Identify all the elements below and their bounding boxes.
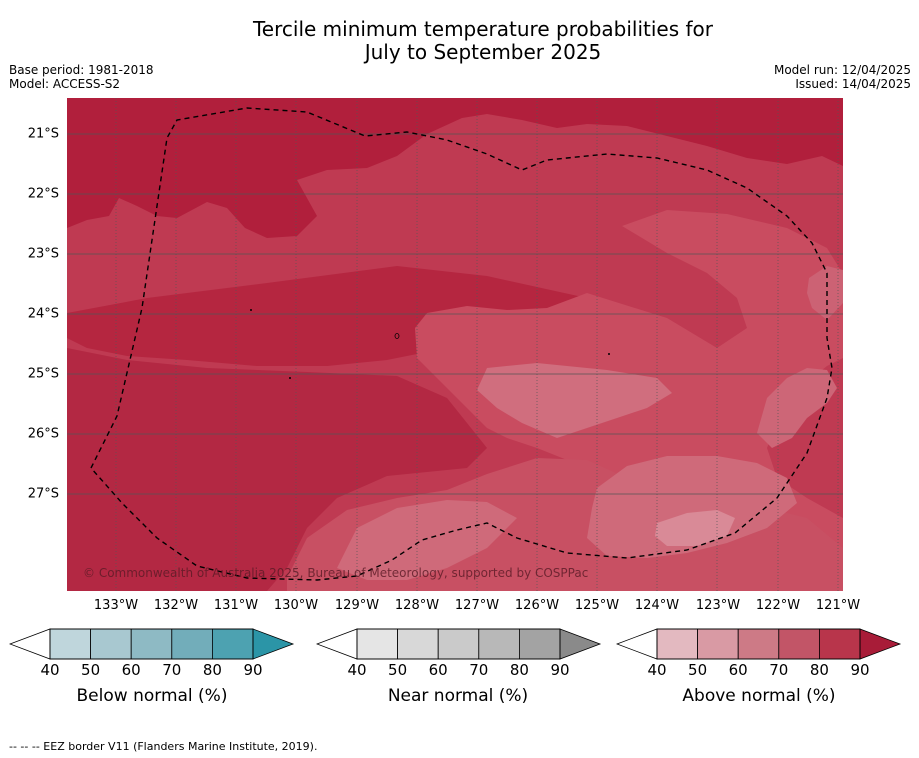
- latitude-grid: [67, 133, 843, 495]
- eez-legend-note: -- -- -- EEZ border V11 (Flanders Marine…: [9, 740, 318, 753]
- lat-label-27s: 27°S: [27, 486, 59, 502]
- lon-label-128w: 128°W: [394, 598, 440, 613]
- lat-label-22s: 22°S: [27, 186, 59, 202]
- region-above-60-east: [757, 368, 837, 448]
- region-above-60-south: [337, 500, 517, 580]
- colorbar-below-swatch: [171, 628, 213, 660]
- colorbar-below-normal: [9, 628, 295, 660]
- colorbar-tick: 50: [388, 661, 408, 679]
- colorbar-above-label: Above normal (%): [682, 686, 836, 706]
- lon-label-125w: 125°W: [574, 598, 620, 613]
- colorbar-above-swatch: [778, 628, 820, 660]
- island-marker: [608, 353, 610, 355]
- colorbar-near-max-arrow: [559, 628, 602, 660]
- colorbar-tick: 80: [202, 661, 222, 679]
- island-marker: [394, 333, 400, 339]
- colorbar-below-label: Below normal (%): [76, 686, 228, 706]
- colorbar-below-swatch: [49, 628, 91, 660]
- colorbar-near-normal: [316, 628, 602, 660]
- colorbar-above-max-arrow: [859, 628, 902, 660]
- island-marker: [250, 309, 252, 311]
- colorbar-above-swatch: [818, 628, 861, 660]
- colorbar-tick: 70: [769, 661, 789, 679]
- colorbar-near-swatch: [356, 628, 398, 660]
- base-period: Base period: 1981-2018: [9, 63, 154, 77]
- model-run: Model run: 12/04/2025: [773, 63, 911, 77]
- region-above-50-southeast: [655, 510, 735, 546]
- region-above-60-northeast: [807, 266, 843, 320]
- lon-label-132w: 132°W: [153, 598, 199, 613]
- colorbar-tick: 40: [647, 661, 667, 679]
- lat-label-24s: 24°S: [27, 306, 59, 322]
- colorbar-tick: 50: [81, 661, 101, 679]
- region-above-90-central: [67, 266, 727, 398]
- colorbar-below-swatch: [90, 628, 132, 660]
- colorbar-below-swatch: [130, 628, 173, 660]
- island-marker: [289, 377, 291, 379]
- colorbar-near-min-arrow: [316, 628, 358, 660]
- lat-label-21s: 21°S: [27, 126, 59, 142]
- colorbar-tick: 40: [40, 661, 60, 679]
- lat-label-23s: 23°S: [27, 246, 59, 262]
- region-above-90-north: [67, 98, 843, 238]
- colorbar-tick: 60: [428, 661, 448, 679]
- lat-label-26s: 26°S: [27, 426, 59, 442]
- lon-label-121w: 121°W: [815, 598, 861, 613]
- region-above-90-southwest: [67, 348, 487, 591]
- title-line-2: July to September 2025: [364, 40, 602, 64]
- colorbar-below-swatch: [211, 628, 254, 660]
- colorbar-below-max-arrow: [252, 628, 295, 660]
- lon-label-123w: 123°W: [695, 598, 741, 613]
- colorbar-near-swatch: [518, 628, 561, 660]
- region-above-60-center: [477, 363, 672, 438]
- lon-label-129w: 129°W: [334, 598, 380, 613]
- colorbar-above-swatch: [737, 628, 780, 660]
- lon-label-124w: 124°W: [634, 598, 680, 613]
- issued-date: Issued: 14/04/2025: [795, 77, 911, 91]
- title-line-1: Tercile minimum temperature probabilitie…: [252, 17, 714, 41]
- colorbar-tick: 60: [121, 661, 141, 679]
- map-title: Tercile minimum temperature probabilitie…: [0, 18, 919, 64]
- model-name: Model: ACCESS-S2: [9, 77, 121, 91]
- colorbar-above-swatch: [697, 628, 739, 660]
- lon-label-131w: 131°W: [213, 598, 259, 613]
- copyright-text: © Commonwealth of Australia 2025, Bureau…: [83, 566, 588, 580]
- lon-label-130w: 130°W: [273, 598, 319, 613]
- colorbar-near-label: Near normal (%): [387, 686, 529, 706]
- colorbar-above-normal: [616, 628, 902, 660]
- longitude-grid: [115, 98, 839, 591]
- colorbar-below-min-arrow: [9, 628, 51, 660]
- colorbar-tick: 70: [162, 661, 182, 679]
- colorbar-above-swatch: [656, 628, 698, 660]
- colorbar-tick: 80: [809, 661, 829, 679]
- lon-label-127w: 127°W: [454, 598, 500, 613]
- colorbar-tick: 90: [243, 661, 263, 679]
- colorbar-tick: 80: [509, 661, 529, 679]
- colorbar-near-swatch: [397, 628, 439, 660]
- lon-label-122w: 122°W: [755, 598, 801, 613]
- region-above-60-southeast: [587, 456, 797, 558]
- colorbar-tick: 50: [688, 661, 708, 679]
- colorbar-tick: 40: [347, 661, 367, 679]
- colorbar-tick: 90: [550, 661, 570, 679]
- colorbar-above-min-arrow: [616, 628, 658, 660]
- colorbar-near-swatch: [437, 628, 480, 660]
- meta-right: Model run: 12/04/2025 Issued: 14/04/2025: [774, 63, 911, 91]
- lat-label-25s: 25°S: [27, 366, 59, 382]
- eez-border: [90, 107, 833, 581]
- meta-left: Base period: 1981-2018 Model: ACCESS-S2: [9, 63, 154, 91]
- lon-label-133w: 133°W: [93, 598, 139, 613]
- lon-label-126w: 126°W: [514, 598, 560, 613]
- colorbar-tick: 90: [850, 661, 870, 679]
- colorbar-tick: 60: [728, 661, 748, 679]
- probability-map: © Commonwealth of Australia 2025, Bureau…: [67, 98, 843, 591]
- colorbar-tick: 70: [469, 661, 489, 679]
- colorbar-near-swatch: [478, 628, 520, 660]
